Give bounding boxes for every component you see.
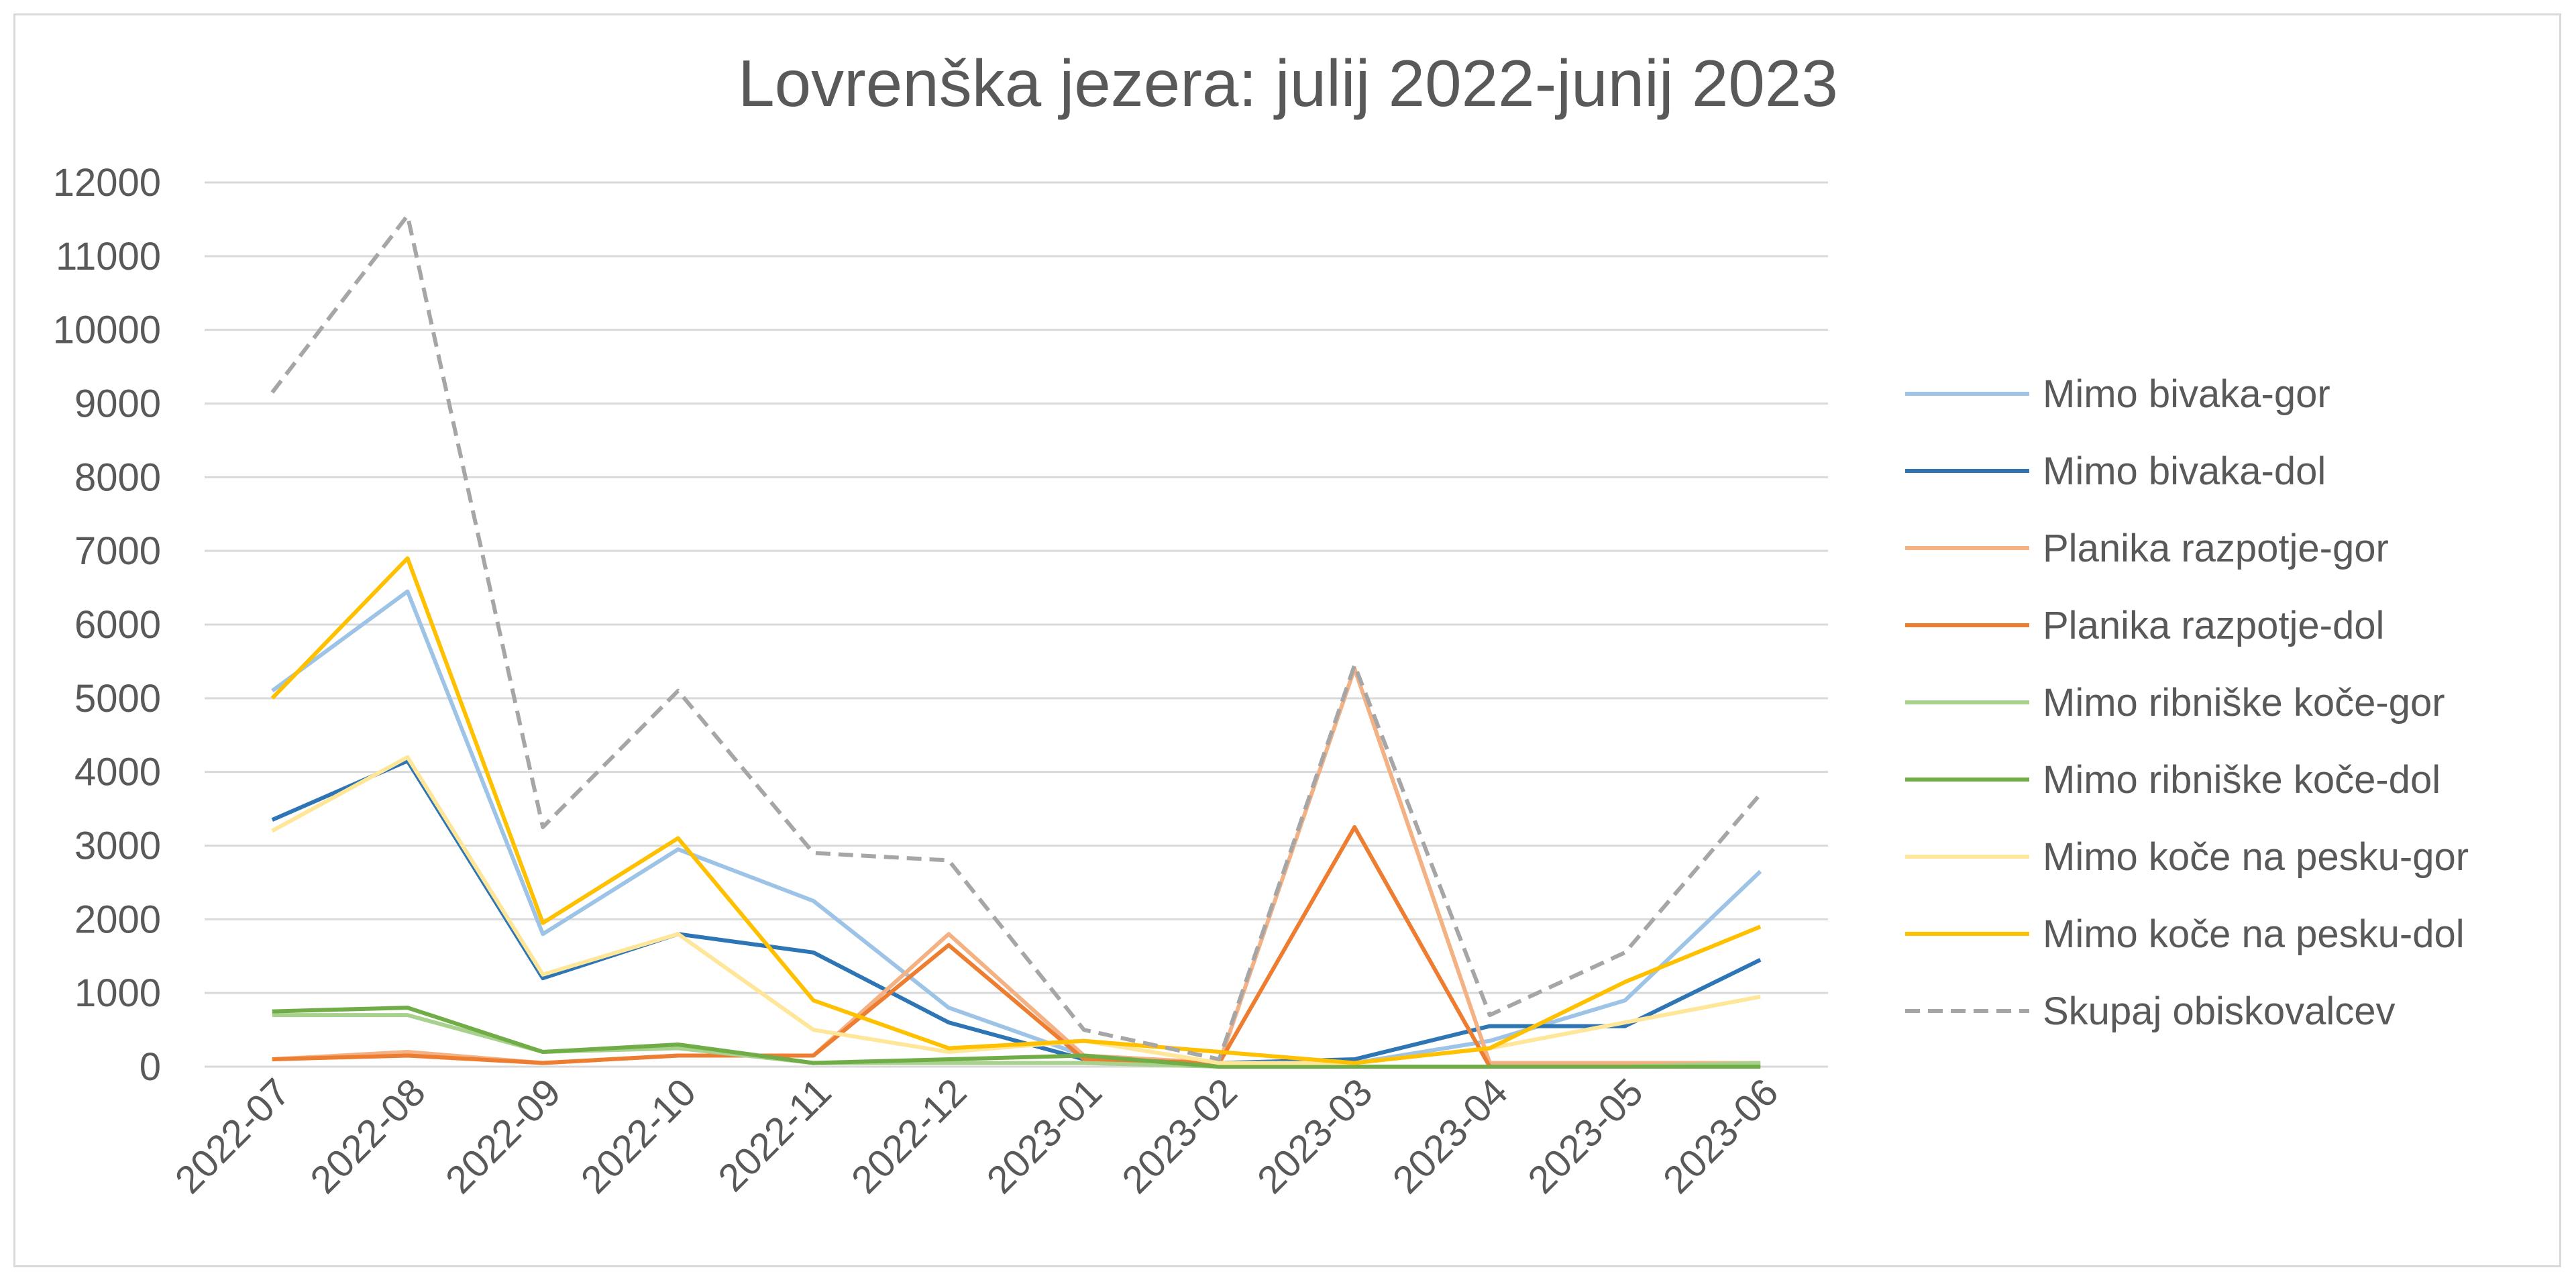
legend-label: Skupaj obiskovalcev [2043, 990, 2396, 1033]
x-tick-label: 2022-10 [573, 1070, 704, 1201]
legend-label: Mimo ribniške koče-dol [2043, 758, 2440, 802]
chart-title: Lovrenška jezera: julij 2022-junij 2023 [738, 46, 1838, 120]
legend-label: Mimo koče na pesku-gor [2043, 835, 2469, 879]
x-tick-label: 2023-02 [1114, 1070, 1245, 1201]
legend-label: Planika razpotje-gor [2043, 527, 2389, 570]
x-tick-label: 2022-11 [710, 1070, 839, 1199]
y-tick-label: 4000 [74, 751, 161, 794]
series-line [270, 556, 1762, 1065]
y-tick-label: 5000 [74, 677, 161, 720]
legend-label: Mimo bivaka-gor [2043, 372, 2330, 416]
series-line [270, 213, 1762, 1061]
x-tick-label: 2023-01 [979, 1070, 1110, 1201]
y-tick-label: 1000 [74, 971, 161, 1015]
y-tick-label: 6000 [74, 603, 161, 647]
y-tick-label: 0 [140, 1045, 161, 1089]
y-tick-label: 9000 [74, 382, 161, 426]
y-tick-label: 12000 [53, 161, 161, 205]
y-tick-label: 3000 [74, 824, 161, 868]
series-line [271, 755, 1761, 1065]
series-lines [270, 213, 1762, 1069]
series-line [272, 1006, 1761, 1069]
legend-label: Mimo ribniške koče-gor [2043, 681, 2445, 725]
x-tick-label: 2022-08 [302, 1070, 433, 1201]
legend-label: Mimo koče na pesku-dol [2043, 912, 2465, 956]
y-tick-label: 2000 [74, 898, 161, 941]
x-tick-label: 2023-03 [1249, 1070, 1381, 1201]
x-tick-label: 2023-04 [1385, 1070, 1516, 1201]
legend-label: Planika razpotje-dol [2043, 604, 2384, 647]
y-tick-label: 11000 [56, 235, 161, 278]
legend-label: Mimo bivaka-dol [2043, 449, 2326, 493]
y-axis-ticks: 0 1000 2000 3000 4000 5000 6000 7000 8000 9000 100… [53, 161, 161, 1089]
x-tick-label: 2023-05 [1519, 1070, 1651, 1201]
gridlines [205, 181, 1828, 1068]
legend: Mimo bivaka-gor Mimo bivaka-dol Planika ra… [1905, 372, 2469, 1033]
x-tick-label: 2022-07 [167, 1070, 299, 1201]
y-tick-label: 10000 [53, 309, 161, 352]
x-tick-label: 2022-09 [437, 1070, 569, 1201]
x-tick-label: 2023-06 [1655, 1070, 1786, 1201]
series-line [271, 759, 1762, 1065]
x-tick-label: 2022-12 [843, 1070, 975, 1201]
series-line [271, 589, 1762, 1065]
y-tick-label: 8000 [74, 456, 161, 499]
y-tick-label: 7000 [74, 529, 161, 573]
x-axis-ticks: 2022-07 2022-08 2022-09 2022-10 2022-11 2022-… [167, 1070, 1787, 1201]
